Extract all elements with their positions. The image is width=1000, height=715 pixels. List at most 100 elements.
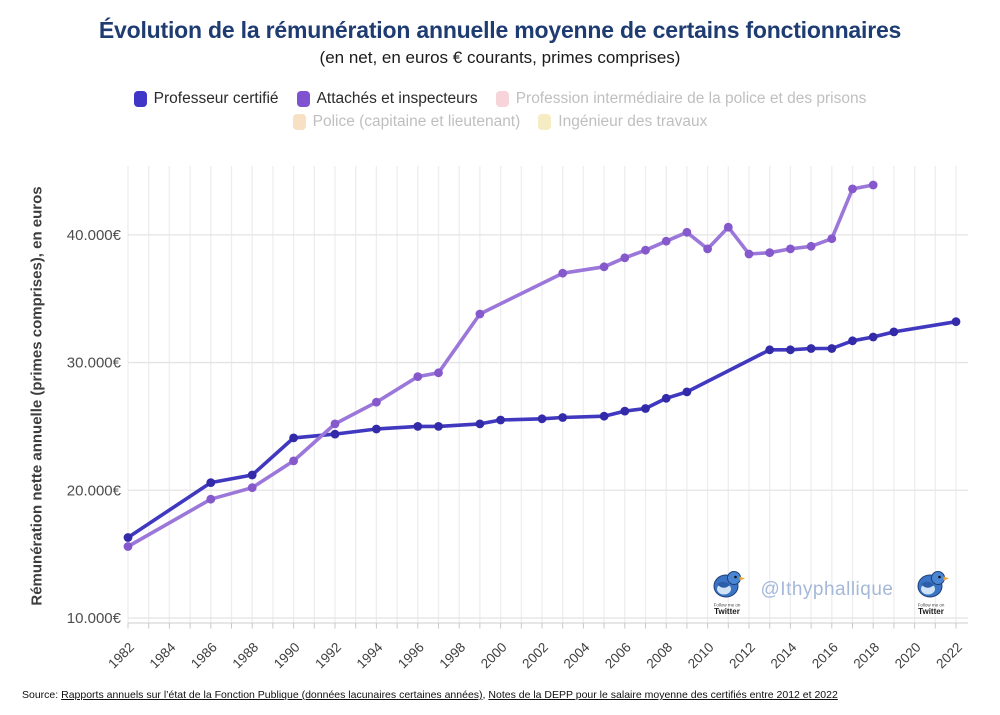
data-point-marker bbox=[123, 542, 133, 551]
data-point-marker bbox=[641, 245, 650, 255]
legend-swatch-icon bbox=[538, 113, 552, 130]
page-title: Évolution de la rémunération annuelle mo… bbox=[98, 17, 902, 43]
legend-swatch-icon bbox=[133, 90, 147, 107]
x-tick-label: 1998 bbox=[436, 640, 468, 672]
data-point-marker bbox=[848, 184, 857, 194]
data-point-marker bbox=[413, 372, 423, 381]
data-point-marker bbox=[620, 406, 630, 416]
bird-head bbox=[931, 571, 945, 585]
data-point-marker bbox=[620, 253, 630, 263]
data-point-marker bbox=[661, 236, 671, 246]
data-point-marker bbox=[703, 244, 712, 254]
data-point-marker bbox=[723, 222, 733, 232]
data-point-marker bbox=[599, 262, 609, 272]
twitter-handle[interactable]: @Ithyphallique bbox=[760, 579, 894, 600]
bird-beak bbox=[739, 576, 745, 581]
x-tick-label: 2016 bbox=[809, 640, 841, 672]
x-tick-label: 1982 bbox=[105, 640, 137, 672]
badge-caption: Follow me on bbox=[714, 603, 741, 608]
data-point-marker bbox=[599, 411, 609, 421]
data-point-marker bbox=[786, 345, 795, 355]
x-tick-label: 2018 bbox=[850, 640, 882, 672]
x-tick-label: 2014 bbox=[768, 639, 800, 671]
data-point-marker bbox=[558, 268, 568, 278]
data-point-marker bbox=[827, 344, 837, 353]
twitter-follow-badge-left[interactable]: Follow me on Twitter bbox=[710, 569, 746, 615]
twitter-follow-badge-right[interactable]: Follow me on Twitter bbox=[914, 569, 950, 615]
legend-row: Professeur certifié Attachés et inspecteu… bbox=[133, 88, 867, 109]
data-point-marker bbox=[827, 234, 837, 244]
data-point-marker bbox=[247, 470, 257, 480]
data-point-marker bbox=[330, 419, 340, 429]
data-point-marker bbox=[413, 422, 423, 431]
x-tick-label: 2002 bbox=[519, 640, 551, 672]
data-point-marker bbox=[951, 317, 961, 327]
source-separator: , bbox=[482, 689, 489, 701]
legend-label: Ingénieur des travaux bbox=[558, 112, 708, 130]
data-point-marker bbox=[682, 227, 692, 237]
x-tick-label: 1994 bbox=[354, 639, 386, 671]
x-tick-label: 2022 bbox=[933, 640, 965, 672]
badge-caption: Follow me on bbox=[918, 603, 945, 608]
x-tick-label: 1996 bbox=[395, 640, 427, 672]
source-prefix: Source: bbox=[22, 689, 62, 701]
data-point-marker bbox=[806, 241, 816, 251]
x-tick-label: 2000 bbox=[478, 640, 510, 672]
data-point-marker bbox=[682, 387, 692, 397]
data-point-marker bbox=[848, 336, 857, 346]
source-link-1[interactable]: Rapports annuels sur l’état de la Foncti… bbox=[61, 689, 483, 701]
source-link-2[interactable]: Notes de la DEPP pour le salaire moyenne… bbox=[488, 689, 838, 701]
legend-swatch-icon bbox=[292, 113, 306, 130]
data-point-marker bbox=[247, 483, 257, 493]
y-tick-label: 40.000€ bbox=[67, 227, 122, 244]
legend-label: Police (capitaine et lieutenant) bbox=[312, 112, 521, 130]
data-point-marker bbox=[372, 424, 381, 434]
x-tick-label: 2010 bbox=[685, 640, 717, 672]
data-point-marker bbox=[558, 413, 568, 422]
legend-label: Professeur certifié bbox=[153, 89, 279, 107]
data-point-marker bbox=[806, 344, 816, 353]
bird-wing bbox=[717, 581, 730, 588]
x-tick-label: 2020 bbox=[892, 640, 924, 672]
legend-item-2[interactable]: Profession intermédiaire de la police et… bbox=[495, 89, 867, 108]
data-point-marker bbox=[475, 419, 485, 429]
legend: Professeur certifié Attachés et inspecteu… bbox=[0, 88, 1000, 132]
data-point-marker bbox=[661, 393, 671, 403]
bird-head bbox=[727, 571, 741, 585]
data-point-marker bbox=[641, 404, 650, 413]
legend-item-0[interactable]: Professeur certifié bbox=[133, 89, 279, 108]
data-point-marker bbox=[289, 456, 298, 466]
legend-item-1[interactable]: Attachés et inspecteurs bbox=[296, 89, 478, 108]
data-point-marker bbox=[537, 414, 547, 424]
data-point-marker bbox=[206, 478, 216, 487]
data-point-marker bbox=[496, 415, 505, 425]
y-axis-title: Rémunération nette annuelle (primes comp… bbox=[28, 186, 46, 606]
y-tick-label: 20.000€ bbox=[67, 482, 122, 499]
data-point-marker bbox=[868, 180, 878, 190]
data-point-marker bbox=[765, 345, 775, 355]
legend-item-3[interactable]: Police (capitaine et lieutenant) bbox=[292, 112, 521, 131]
y-tick-label: 30.000€ bbox=[67, 355, 122, 372]
legend-row: Police (capitaine et lieutenant) Ingénieu… bbox=[292, 111, 707, 132]
legend-label: Profession intermédiaire de la police et… bbox=[515, 89, 867, 107]
data-point-marker bbox=[889, 327, 899, 337]
x-tick-label: 1984 bbox=[147, 639, 179, 671]
badge-brand: Twitter bbox=[714, 607, 740, 615]
bird-eye bbox=[734, 575, 737, 579]
data-point-marker bbox=[434, 422, 443, 431]
legend-label: Attachés et inspecteurs bbox=[316, 89, 478, 107]
bird-eye bbox=[938, 575, 941, 579]
x-tick-label: 2006 bbox=[602, 640, 634, 672]
data-point-marker bbox=[868, 332, 878, 342]
legend-item-4[interactable]: Ingénieur des travaux bbox=[538, 113, 707, 131]
legend-swatch-icon bbox=[495, 90, 509, 107]
data-point-marker bbox=[786, 244, 795, 254]
data-point-marker bbox=[765, 248, 775, 258]
data-point-marker bbox=[372, 397, 381, 407]
data-point-marker bbox=[123, 533, 133, 542]
data-point-marker bbox=[744, 249, 754, 259]
x-tick-label: 1992 bbox=[312, 640, 344, 672]
x-tick-label: 1986 bbox=[188, 640, 220, 672]
